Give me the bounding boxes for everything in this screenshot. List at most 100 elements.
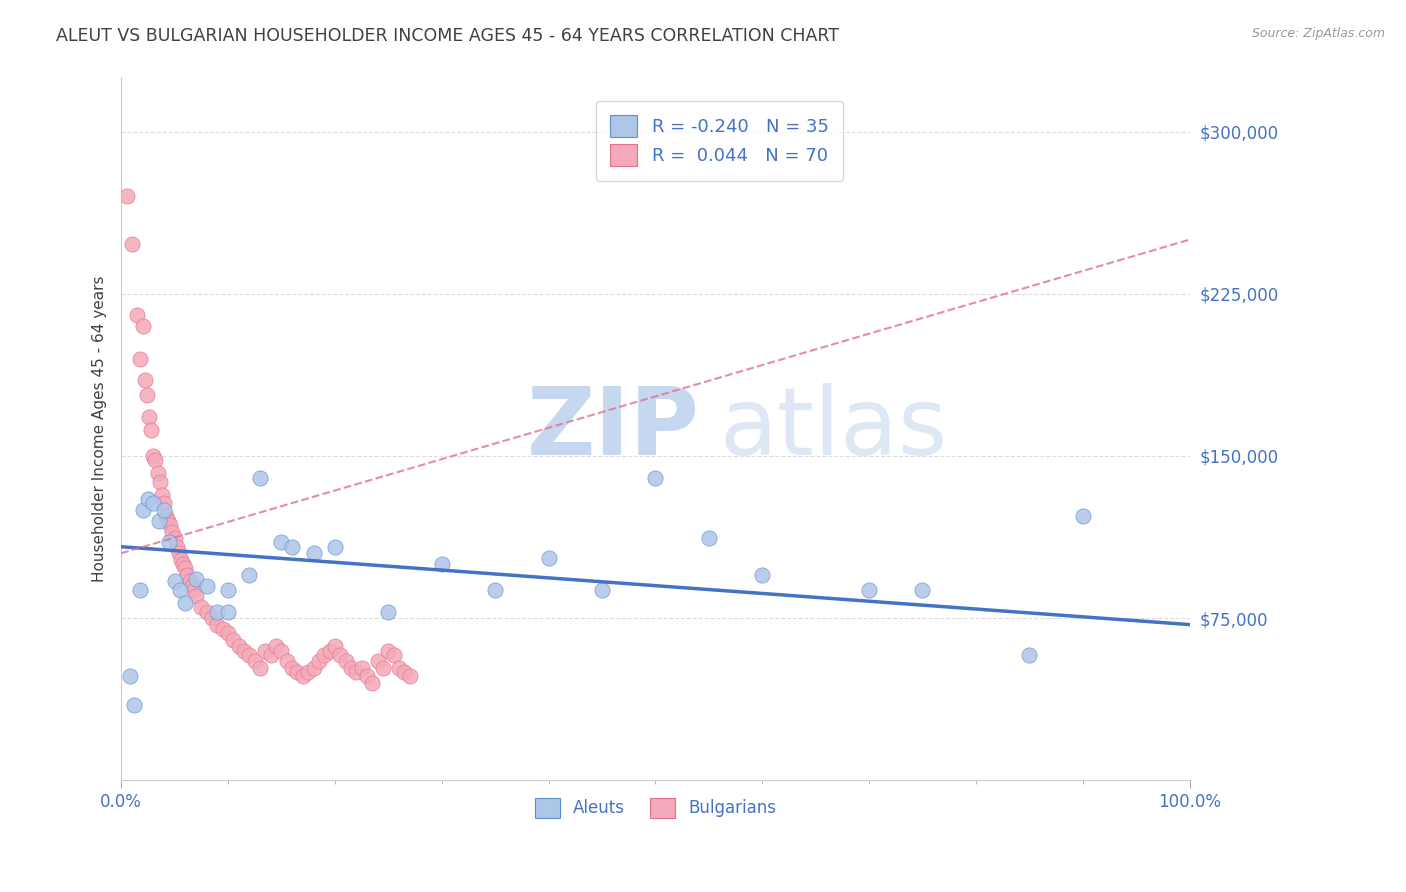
Point bbox=[591, 582, 613, 597]
Point bbox=[211, 622, 233, 636]
Point bbox=[136, 492, 159, 507]
Point bbox=[238, 567, 260, 582]
Point bbox=[131, 503, 153, 517]
Point bbox=[314, 648, 336, 662]
Point bbox=[858, 582, 880, 597]
Point bbox=[318, 643, 340, 657]
Point bbox=[356, 669, 378, 683]
Point bbox=[371, 661, 394, 675]
Point bbox=[382, 648, 405, 662]
Point bbox=[145, 453, 167, 467]
Point bbox=[1071, 509, 1094, 524]
Point bbox=[484, 582, 506, 597]
Point bbox=[254, 643, 277, 657]
Point bbox=[228, 639, 250, 653]
Point bbox=[238, 648, 260, 662]
Point bbox=[217, 605, 239, 619]
Point bbox=[159, 518, 181, 533]
Point bbox=[176, 567, 198, 582]
Point bbox=[329, 648, 352, 662]
Legend: Aleuts, Bulgarians: Aleuts, Bulgarians bbox=[527, 791, 783, 825]
Point bbox=[134, 373, 156, 387]
Point bbox=[537, 550, 560, 565]
Point bbox=[142, 449, 165, 463]
Point bbox=[367, 654, 389, 668]
Point bbox=[153, 496, 176, 510]
Point bbox=[270, 535, 292, 549]
Point bbox=[344, 665, 367, 680]
Point bbox=[195, 605, 218, 619]
Point bbox=[190, 600, 212, 615]
Point bbox=[297, 665, 319, 680]
Point bbox=[281, 540, 304, 554]
Point bbox=[153, 503, 176, 517]
Point bbox=[276, 654, 298, 668]
Point bbox=[166, 540, 188, 554]
Point bbox=[323, 540, 346, 554]
Point bbox=[222, 632, 245, 647]
Point bbox=[361, 676, 384, 690]
Point bbox=[138, 409, 160, 424]
Point bbox=[308, 654, 330, 668]
Point bbox=[264, 639, 287, 653]
Point bbox=[1018, 648, 1040, 662]
Point bbox=[697, 531, 720, 545]
Point bbox=[340, 661, 363, 675]
Point bbox=[122, 698, 145, 712]
Point bbox=[184, 590, 207, 604]
Point bbox=[129, 582, 152, 597]
Point bbox=[183, 582, 205, 597]
Point bbox=[398, 669, 420, 683]
Point bbox=[394, 665, 416, 680]
Point bbox=[270, 643, 292, 657]
Point bbox=[323, 639, 346, 653]
Text: atlas: atlas bbox=[720, 383, 948, 475]
Text: Source: ZipAtlas.com: Source: ZipAtlas.com bbox=[1251, 27, 1385, 40]
Point bbox=[131, 319, 153, 334]
Point bbox=[249, 661, 271, 675]
Point bbox=[243, 654, 266, 668]
Point bbox=[207, 617, 229, 632]
Point bbox=[249, 470, 271, 484]
Point bbox=[207, 605, 229, 619]
Point bbox=[118, 669, 141, 683]
Point bbox=[217, 626, 239, 640]
Point bbox=[157, 514, 180, 528]
Point bbox=[150, 488, 173, 502]
Point bbox=[169, 582, 191, 597]
Point bbox=[142, 496, 165, 510]
Point bbox=[335, 654, 357, 668]
Point bbox=[148, 514, 170, 528]
Point bbox=[195, 579, 218, 593]
Point bbox=[163, 531, 186, 545]
Point bbox=[287, 665, 309, 680]
Point bbox=[644, 470, 666, 484]
Point bbox=[139, 423, 162, 437]
Point bbox=[233, 643, 256, 657]
Point bbox=[201, 611, 224, 625]
Y-axis label: Householder Income Ages 45 - 64 years: Householder Income Ages 45 - 64 years bbox=[93, 276, 107, 582]
Point bbox=[172, 557, 194, 571]
Point bbox=[170, 552, 193, 566]
Point bbox=[115, 189, 138, 203]
Point bbox=[911, 582, 934, 597]
Point bbox=[217, 582, 239, 597]
Point bbox=[129, 351, 152, 366]
Point bbox=[350, 661, 373, 675]
Point bbox=[302, 661, 325, 675]
Point bbox=[163, 574, 186, 589]
Point bbox=[184, 572, 207, 586]
Point bbox=[281, 661, 304, 675]
Point bbox=[146, 466, 169, 480]
Point bbox=[260, 648, 283, 662]
Point bbox=[291, 669, 314, 683]
Point bbox=[180, 579, 202, 593]
Text: ALEUT VS BULGARIAN HOUSEHOLDER INCOME AGES 45 - 64 YEARS CORRELATION CHART: ALEUT VS BULGARIAN HOUSEHOLDER INCOME AG… bbox=[56, 27, 839, 45]
Point bbox=[135, 388, 157, 402]
Point bbox=[127, 309, 149, 323]
Point bbox=[167, 546, 190, 560]
Point bbox=[174, 596, 197, 610]
Point bbox=[179, 574, 201, 589]
Point bbox=[751, 567, 773, 582]
Point bbox=[302, 546, 325, 560]
